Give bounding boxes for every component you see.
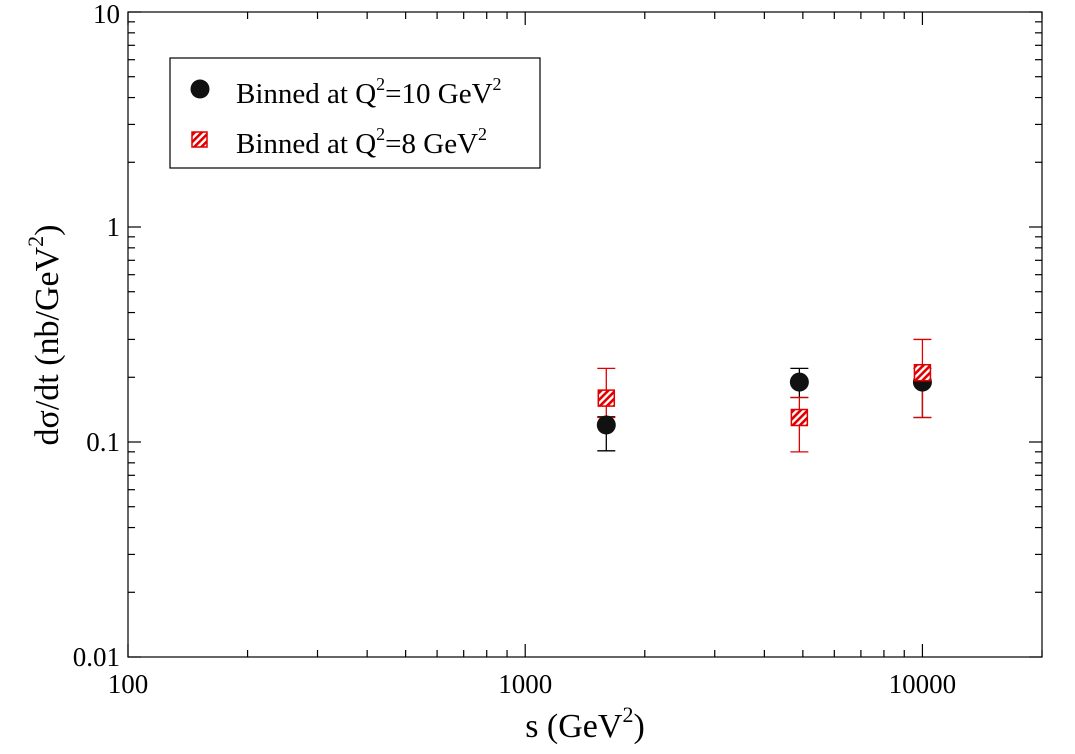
legend-label-q10: Binned at Q2=10 GeV2: [236, 74, 502, 110]
x-tick-label: 1000: [498, 669, 552, 699]
y-tick-label: 10: [93, 0, 120, 29]
data-point-circle: [789, 372, 809, 392]
legend-marker-circle: [190, 79, 210, 99]
axis-ticks: [127, 11, 1043, 658]
legend: Binned at Q2=10 GeV2 Binned at Q2=8 GeV2: [169, 57, 541, 169]
y-axis-title: dσ/dt (nb/GeV2): [23, 224, 66, 445]
x-axis-title: s (GeV2): [525, 702, 645, 745]
legend-box: [169, 57, 541, 169]
data-point-hatched-square: [597, 389, 616, 407]
y-tick-label: 1: [107, 212, 121, 242]
data-point-hatched-square: [913, 363, 932, 382]
error-bars: [597, 338, 932, 453]
data-points: [596, 363, 932, 435]
x-tick-label: 100: [108, 669, 149, 699]
y-tick-label: 0.01: [73, 642, 120, 672]
legend-label-q8: Binned at Q2=8 GeV2: [236, 124, 487, 160]
data-point-circle: [596, 415, 616, 435]
legend-marker-hatched-square: [191, 131, 208, 148]
plot-frame: [127, 11, 1043, 658]
y-tick-label: 0.1: [86, 427, 120, 457]
x-tick-label: 10000: [889, 669, 957, 699]
data-point-hatched-square: [790, 408, 809, 427]
axis-tick-labels: 100 1000 10000 0.01 0.1 1 10: [73, 0, 956, 699]
